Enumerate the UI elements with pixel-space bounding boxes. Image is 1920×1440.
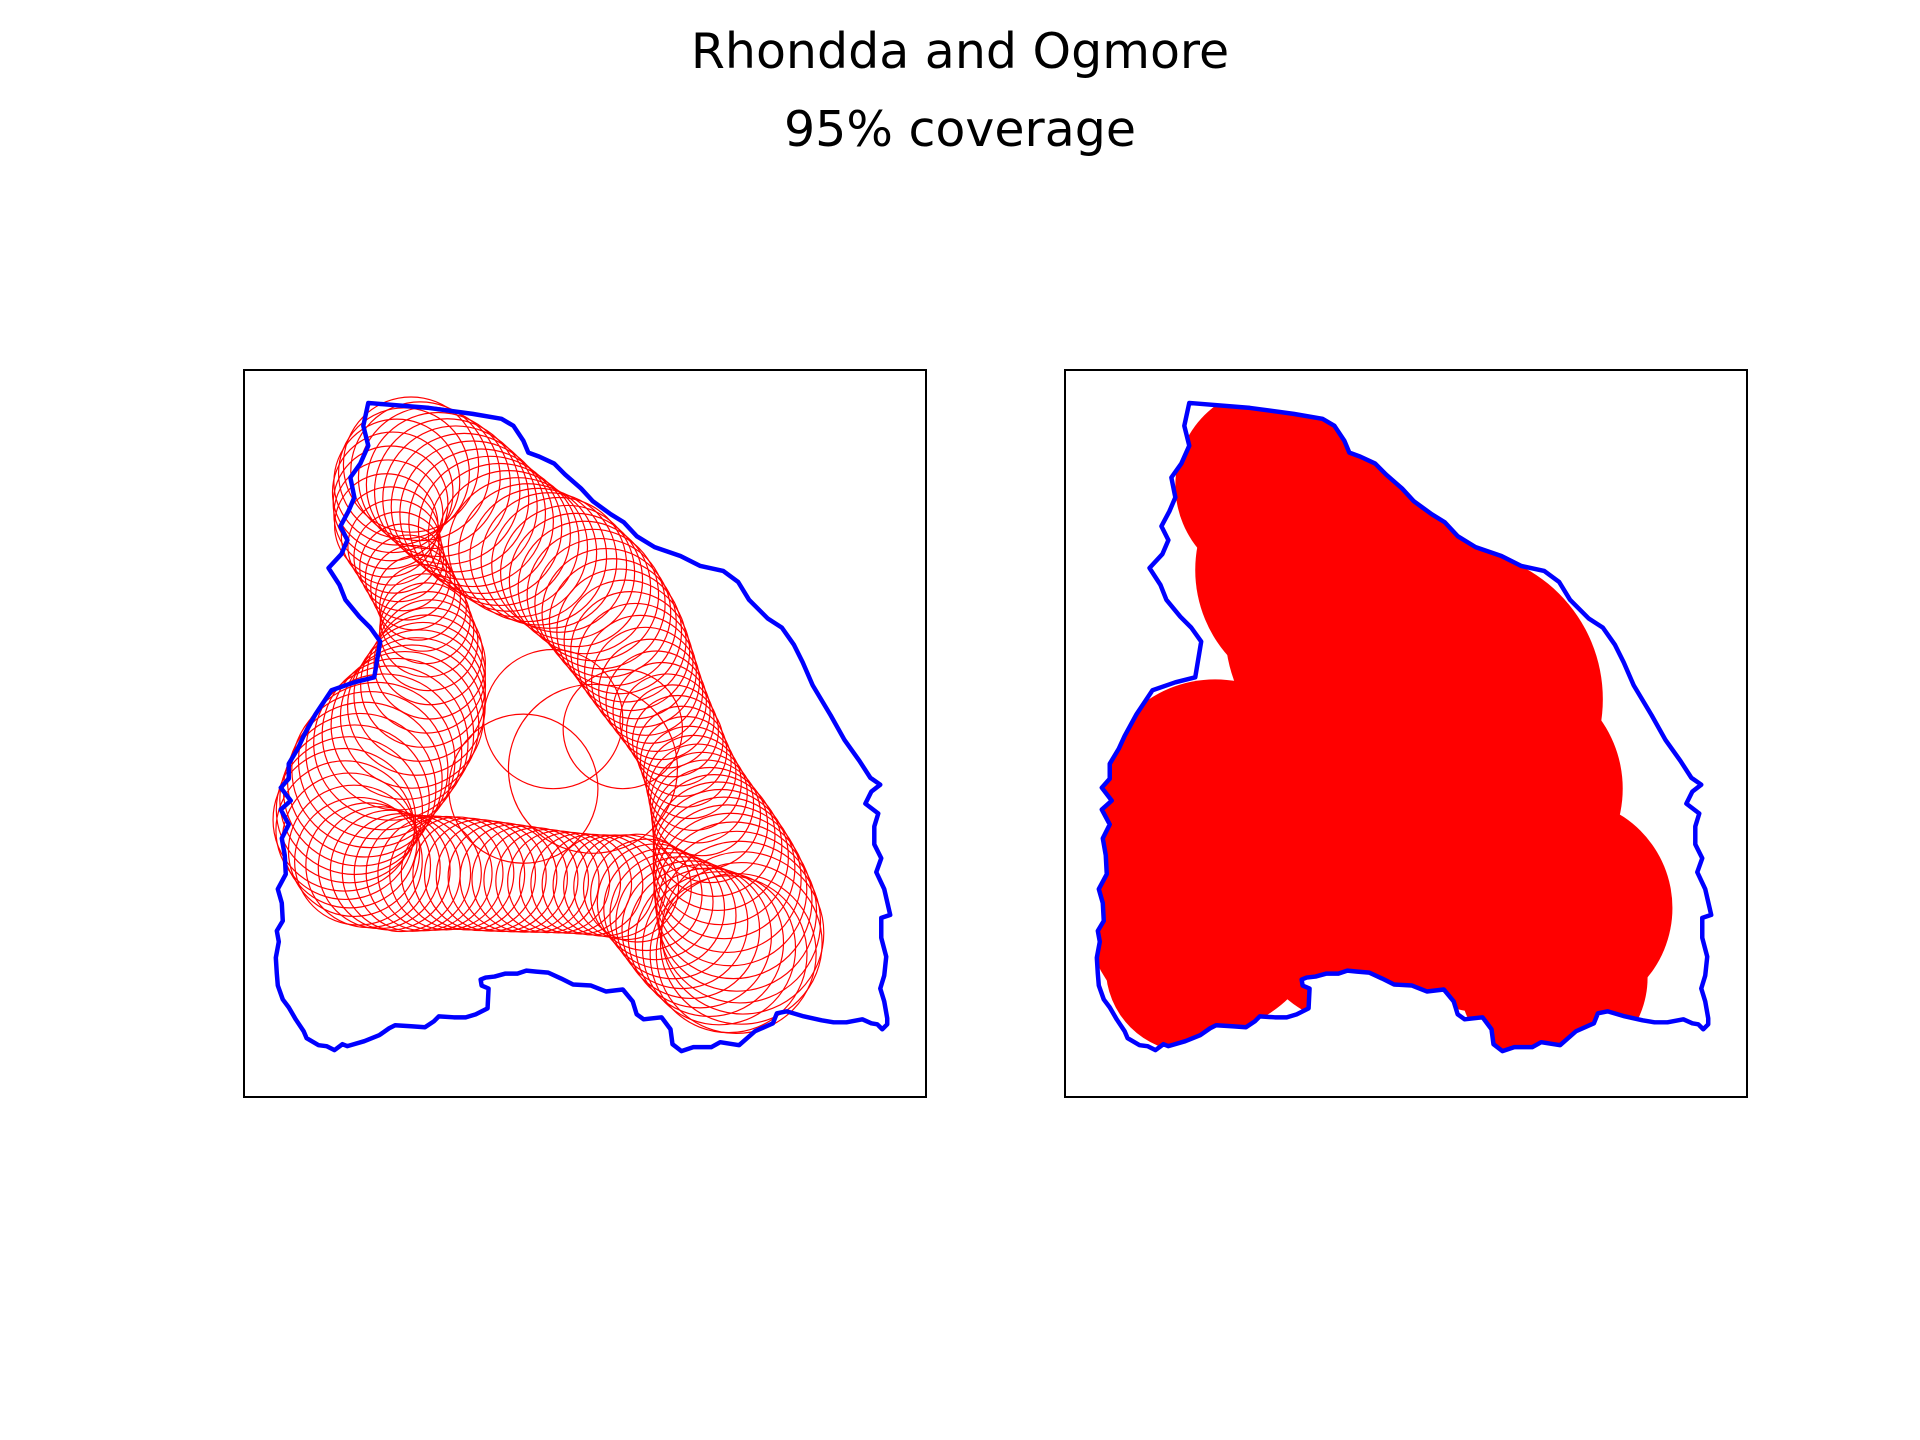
coverage-filled-area <box>1096 402 1673 1052</box>
coverage-circle-outline <box>297 681 456 840</box>
coverage-circle-outline <box>305 802 432 929</box>
coverage-circle-outline <box>658 840 822 1004</box>
coverage-circle-outline <box>379 582 475 678</box>
coverage-circle-outline <box>333 418 461 546</box>
coverage-circle-outline <box>379 563 467 652</box>
coverage-circle-outline <box>272 747 417 892</box>
coverage-circle-outline <box>382 425 530 573</box>
coverage-circle-filled <box>1105 883 1275 1052</box>
coverage-circle-outline <box>656 830 818 992</box>
coverage-circle-outline <box>389 815 504 931</box>
coverage-circle-outline <box>483 648 624 790</box>
constituency-boundary <box>1094 400 1714 1054</box>
coverage-circle-outline <box>643 725 737 820</box>
coverage-circle-outline <box>331 431 454 554</box>
coverage-circle-outline <box>399 440 547 588</box>
coverage-circle-outline <box>652 774 776 897</box>
coverage-circle-outline <box>652 796 796 940</box>
coverage-circle-outlines <box>272 396 825 1035</box>
coverage-circle-outline <box>636 705 728 797</box>
coverage-circle-outline <box>582 833 692 943</box>
coverage-circle-outline <box>563 834 667 939</box>
coverage-circle-outline <box>562 668 684 790</box>
coverage-circle-outline <box>340 486 441 586</box>
coverage-circle-outline <box>483 827 590 933</box>
coverage-circle-outline <box>437 470 580 612</box>
coverage-circle-outline <box>313 665 469 821</box>
coverage-circle-outline <box>365 411 511 558</box>
coverage-circle-outline <box>517 520 652 655</box>
coverage-circle-outline <box>321 657 475 811</box>
constituency-boundary <box>273 400 893 1054</box>
coverage-circle-outline <box>377 815 493 931</box>
coverage-circle-outline <box>603 847 726 970</box>
coverage-circle-outline <box>659 861 823 1025</box>
left-panel-circle-outlines <box>243 369 927 1098</box>
coverage-circle-outline <box>366 614 486 734</box>
coverage-circle-outline <box>652 781 783 912</box>
coverage-circle-outline <box>333 473 439 578</box>
coverage-circle-outline <box>590 838 703 952</box>
coverage-circle-outline <box>541 547 672 678</box>
coverage-circle-outline <box>500 504 636 641</box>
coverage-circle-outline <box>370 544 456 631</box>
coverage-circle-outline <box>507 683 679 854</box>
coverage-circle-outline <box>641 871 797 1026</box>
coverage-circle-outline <box>353 629 486 762</box>
coverage-circle-outline <box>305 673 463 831</box>
coverage-circle-outline <box>654 821 813 980</box>
coverage-circle-outline <box>364 534 451 621</box>
coverage-circle-outline <box>373 607 486 720</box>
coverage-circle-outline <box>598 638 704 744</box>
coverage-circle-outline <box>373 418 521 565</box>
coverage-circle-outline <box>645 734 742 832</box>
coverage-circle-outline <box>342 396 480 533</box>
coverage-circle-outline <box>548 558 677 687</box>
coverage-circle-filled <box>1334 729 1574 968</box>
coverage-circle-outline <box>480 492 618 629</box>
coverage-circle-outline <box>619 673 715 769</box>
coverage-circle-outline <box>491 496 628 633</box>
coverage-circle-outline <box>360 621 487 748</box>
coverage-circle-outline <box>647 743 748 844</box>
coverage-circle-outline <box>534 537 666 670</box>
right-panel-filled-coverage <box>1064 369 1748 1098</box>
coverage-circle-outline <box>294 796 423 926</box>
coverage-circle-outline <box>347 499 442 594</box>
coverage-circle-outline <box>279 724 430 876</box>
coverage-circle-outline <box>508 512 644 648</box>
filled-coverage-plot <box>1094 400 1714 1054</box>
coverage-circle-outline <box>605 650 707 752</box>
coverage-circle-outline <box>590 626 701 736</box>
coverage-circle-outline <box>573 834 680 941</box>
coverage-circle-outline <box>552 834 655 937</box>
coverage-circle-outline <box>609 852 737 980</box>
circle-outlines-plot <box>272 396 893 1054</box>
coverage-circle-outline <box>563 579 687 703</box>
coverage-circle-outline <box>417 455 563 601</box>
coverage-circle-outline <box>379 573 471 665</box>
figure-subtitle: 95% coverage <box>784 101 1136 158</box>
coverage-circle-outline <box>448 713 599 864</box>
coverage-circle-outline <box>400 816 515 931</box>
coverage-circle-outline <box>359 523 448 612</box>
coverage-circle-outline <box>556 568 683 695</box>
coverage-circle-outline <box>650 759 762 870</box>
figure-title: Rhondda and Ogmore <box>690 23 1230 80</box>
coverage-circle-outline <box>275 736 424 884</box>
coverage-circle-outline <box>317 806 441 930</box>
coverage-circle-outline <box>374 554 462 641</box>
coverage-circle-outline <box>526 528 660 662</box>
